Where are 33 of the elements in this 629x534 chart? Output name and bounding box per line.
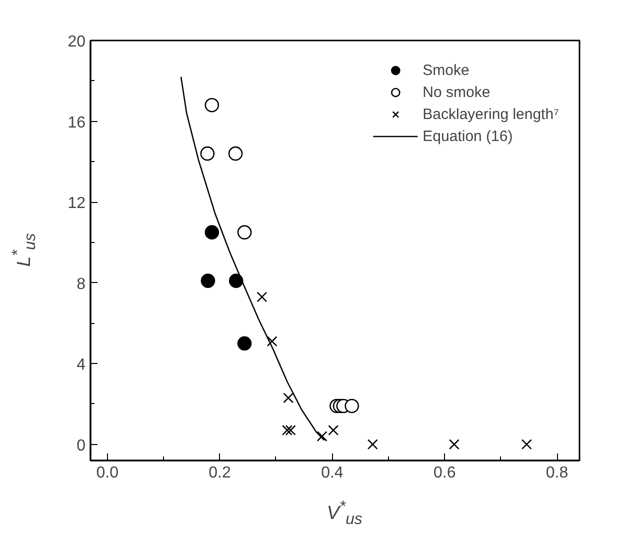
x-tick-label: 0.0 xyxy=(96,464,119,482)
point xyxy=(521,439,532,450)
legend-label: Backlayering length⁷ xyxy=(422,106,559,122)
point xyxy=(200,146,215,161)
y-tick-label: 12 xyxy=(68,195,86,212)
point xyxy=(266,336,278,347)
point xyxy=(200,274,216,288)
y-tick-label: 0 xyxy=(76,437,86,454)
legend-label: No smoke xyxy=(422,84,490,100)
point xyxy=(237,225,252,240)
point xyxy=(228,146,243,161)
y-tick-label: 4 xyxy=(76,356,86,374)
point xyxy=(283,392,294,404)
point xyxy=(282,424,292,436)
y-tick-label: 16 xyxy=(68,114,86,132)
point xyxy=(204,98,220,112)
legend-label: Smoke xyxy=(422,62,470,78)
y-tick-label: 8 xyxy=(76,276,86,293)
x-tick-label: 0.8 xyxy=(546,464,568,482)
x-tick-label: 0.4 xyxy=(321,464,344,482)
legend-label: Equation (16) xyxy=(422,128,513,144)
point xyxy=(204,225,220,240)
point xyxy=(328,424,339,436)
point xyxy=(367,439,378,450)
point xyxy=(344,398,360,414)
point xyxy=(237,336,252,351)
point xyxy=(228,274,244,288)
point xyxy=(448,439,460,450)
x-tick-label: 0.2 xyxy=(208,464,231,482)
x-tick-label: 0.6 xyxy=(433,464,456,482)
y-tick-label: 20 xyxy=(68,34,86,50)
point xyxy=(285,424,296,436)
point xyxy=(256,292,268,302)
